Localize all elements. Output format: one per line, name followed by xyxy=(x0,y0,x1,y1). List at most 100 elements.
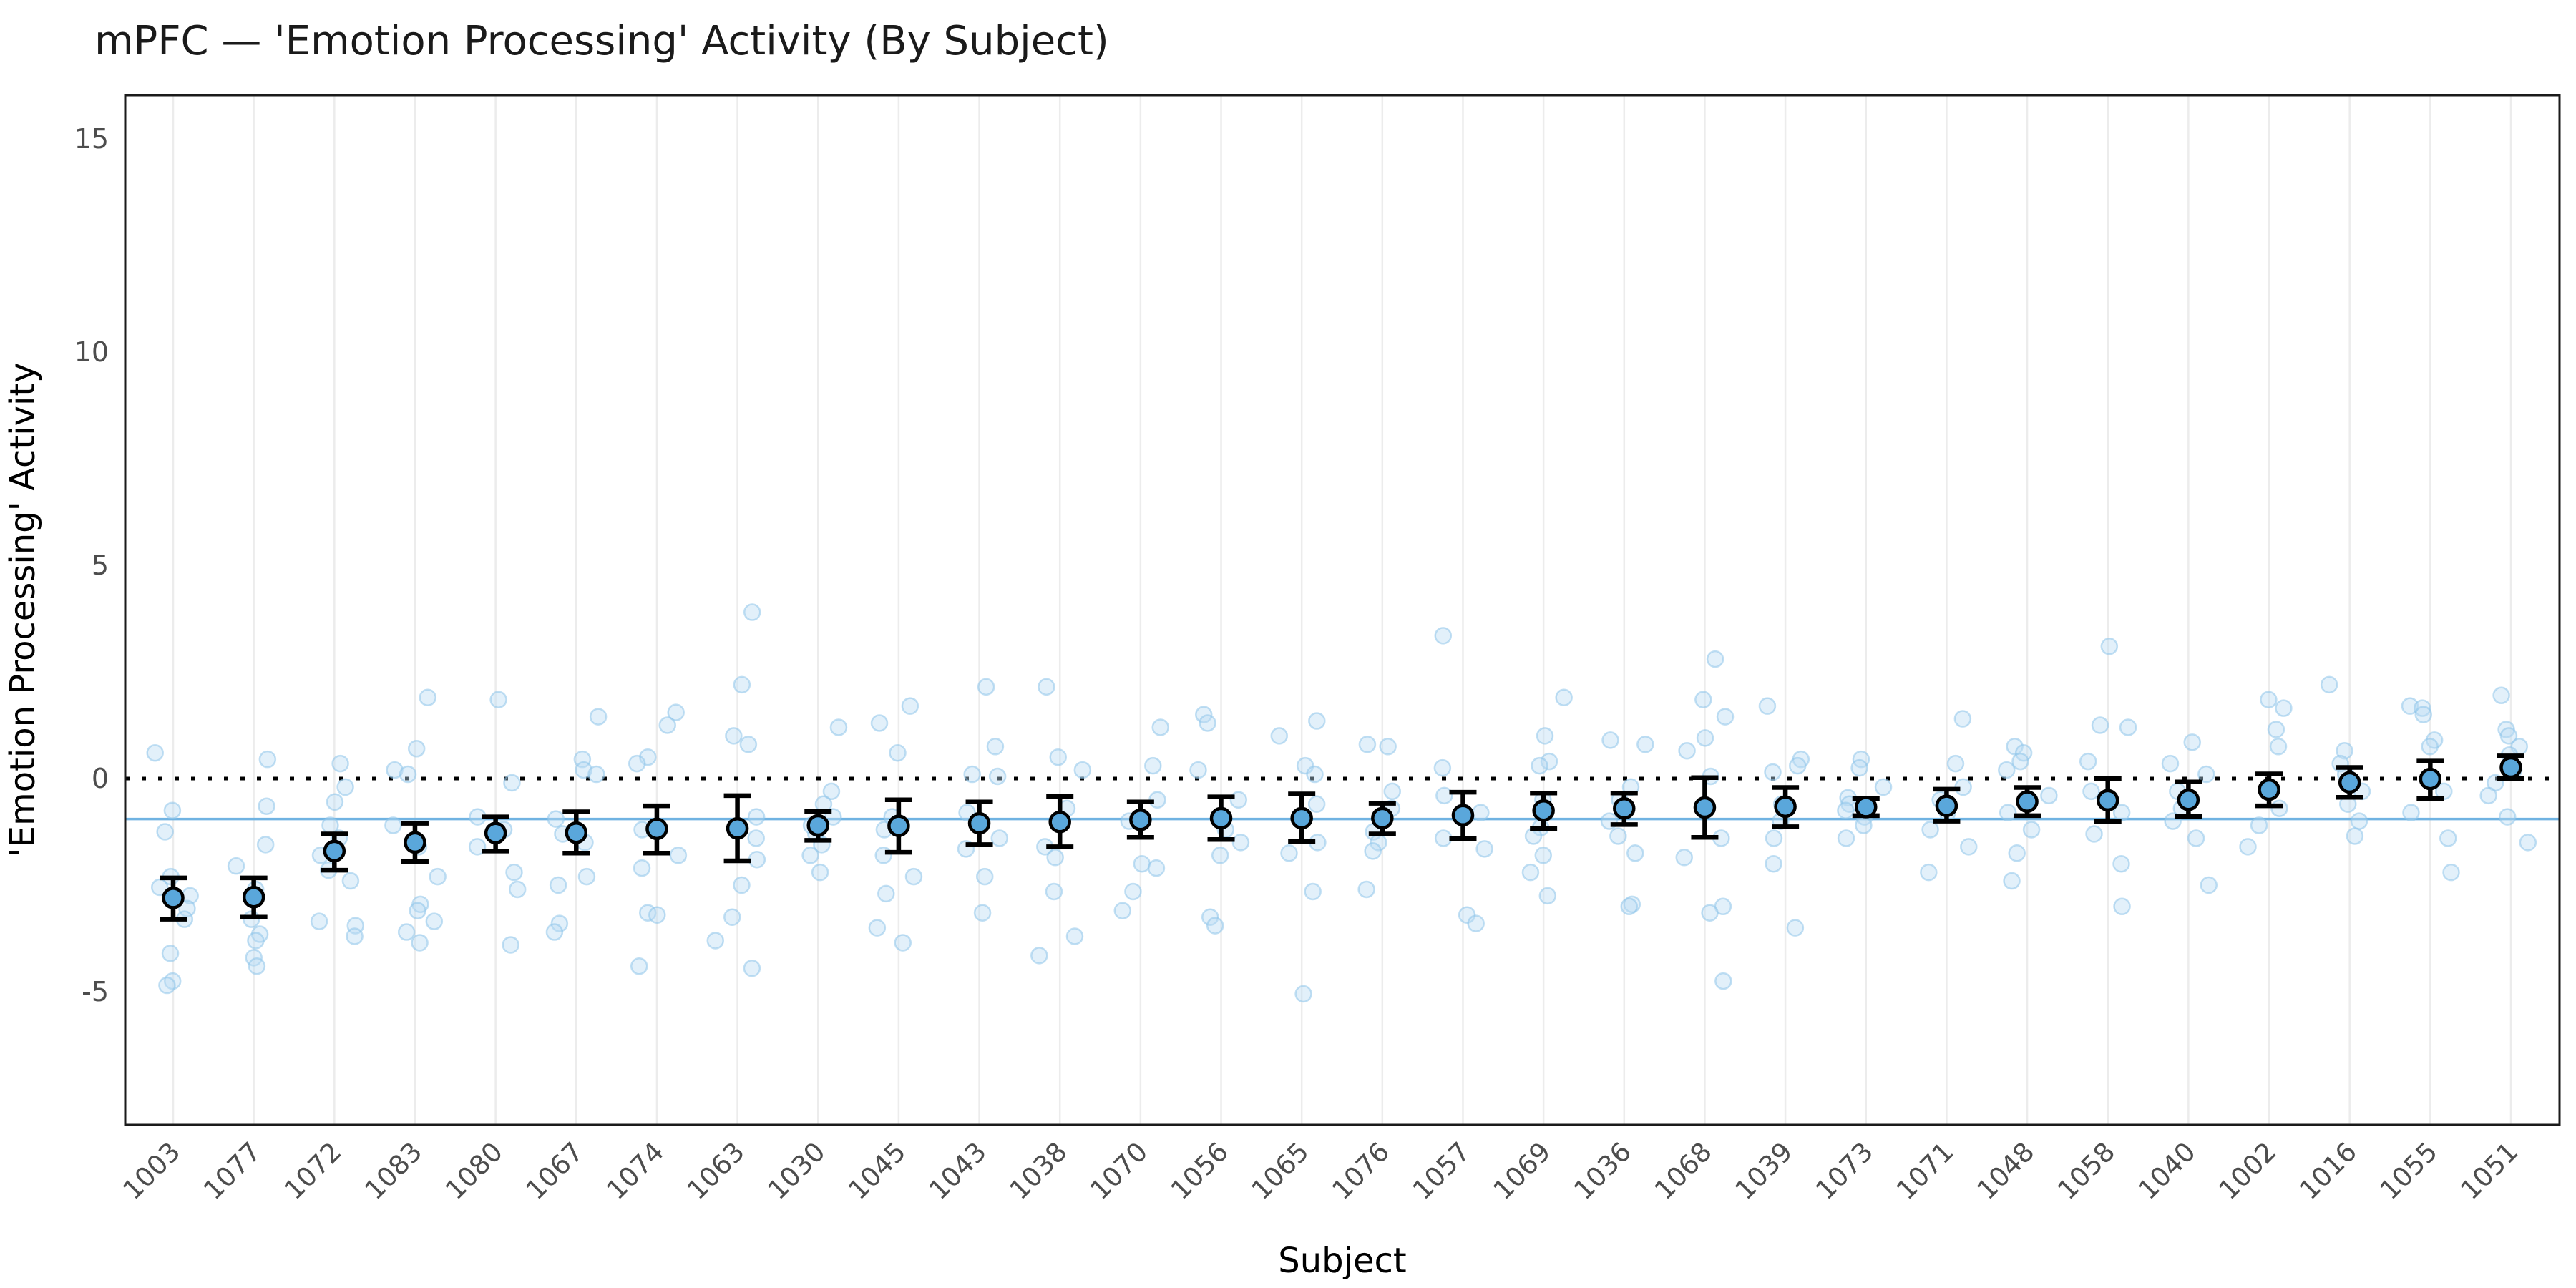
raw-trial-point xyxy=(2336,742,2353,760)
raw-trial-point xyxy=(1065,927,1084,945)
subject-mean-group xyxy=(1126,799,1154,840)
y-tick-label: 0 xyxy=(92,763,109,794)
y-axis-title: 'Emotion Processing' Activity xyxy=(3,362,43,857)
raw-trial-point xyxy=(1536,727,1554,745)
raw-trial-point xyxy=(973,904,992,922)
raw-trial-point xyxy=(2267,721,2285,738)
raw-trial-point xyxy=(725,727,743,745)
raw-trial-point xyxy=(425,912,444,930)
subject-mean-group xyxy=(1691,775,1719,840)
subject-mean-group xyxy=(1288,791,1316,844)
raw-trial-point xyxy=(2085,825,2103,843)
raw-trial-point xyxy=(1538,887,1557,905)
raw-trial-point xyxy=(1433,758,1452,777)
raw-trial-point xyxy=(1675,849,1694,867)
raw-trial-point xyxy=(178,899,196,918)
mean-point xyxy=(323,839,346,863)
x-tick-label: 1083 xyxy=(358,1136,428,1206)
raw-trial-point xyxy=(1694,691,1712,708)
raw-trial-point xyxy=(2269,738,2288,756)
mean-point xyxy=(726,816,749,840)
subject-mean-group xyxy=(482,814,509,854)
raw-trial-point xyxy=(1189,761,1207,779)
raw-trial-point xyxy=(346,927,364,945)
raw-trial-point xyxy=(2414,706,2432,723)
raw-trial-point xyxy=(1151,718,1170,736)
subject-mean-group xyxy=(1207,794,1235,842)
x-tick-label: 1063 xyxy=(681,1136,751,1206)
panel-border xyxy=(124,94,2561,1126)
subject-mean-group xyxy=(240,875,268,919)
raw-trial-point xyxy=(1855,816,1873,834)
raw-trial-point xyxy=(587,765,605,784)
raw-trial-point xyxy=(227,857,245,875)
mean-point xyxy=(1774,795,1797,819)
raw-trial-point xyxy=(874,847,892,864)
raw-trial-point xyxy=(2270,799,2288,817)
raw-trial-point xyxy=(1206,917,1224,935)
raw-trial-point xyxy=(1133,854,1151,873)
subject-mean-group xyxy=(1449,789,1477,841)
raw-trial-point xyxy=(723,908,741,926)
subject-mean-group xyxy=(321,831,348,873)
raw-trial-point xyxy=(2008,844,2026,862)
x-tick-label: 1058 xyxy=(2051,1136,2121,1206)
raw-trial-point xyxy=(2022,821,2041,839)
x-tick-label: 1074 xyxy=(600,1136,670,1206)
y-tick-label: -5 xyxy=(82,976,109,1008)
raw-trial-point xyxy=(1998,761,2016,779)
x-tick-label: 1002 xyxy=(2212,1136,2282,1206)
raw-trial-point xyxy=(2492,686,2510,705)
raw-trial-point xyxy=(901,697,919,715)
raw-trial-point xyxy=(977,678,995,696)
raw-trial-point xyxy=(489,691,507,708)
raw-trial-point xyxy=(429,867,447,886)
raw-trial-point xyxy=(2320,675,2338,694)
mean-point xyxy=(967,811,991,835)
raw-trial-point xyxy=(1049,748,1067,766)
x-tick-label: 1072 xyxy=(278,1136,348,1206)
raw-trial-point xyxy=(1201,908,1219,926)
raw-trial-point xyxy=(630,957,648,975)
raw-trial-point xyxy=(502,936,519,954)
raw-trial-point xyxy=(1531,756,1548,775)
raw-trial-point xyxy=(1874,778,1893,796)
x-tick-label: 1077 xyxy=(197,1136,267,1206)
subject-mean-group xyxy=(1852,796,1880,819)
raw-trial-point xyxy=(2414,699,2431,717)
x-tick-label: 1030 xyxy=(762,1136,831,1206)
raw-trial-point xyxy=(1920,863,1938,882)
raw-trial-point xyxy=(2402,804,2420,821)
raw-trial-point xyxy=(549,876,567,894)
y-tick-label: 15 xyxy=(74,123,109,155)
mean-point xyxy=(887,814,910,837)
chart-title: mPFC — 'Emotion Processing' Activity (By… xyxy=(94,18,1109,64)
raw-trial-point xyxy=(667,703,685,721)
subject-mean-group xyxy=(1610,791,1638,827)
raw-trial-point xyxy=(2250,816,2268,834)
raw-trial-point xyxy=(1960,838,1978,856)
raw-trial-point xyxy=(743,959,761,977)
subject-mean-group xyxy=(2175,779,2202,819)
x-tick-label: 1065 xyxy=(1246,1136,1315,1206)
raw-trial-point xyxy=(1601,731,1619,749)
raw-trial-point xyxy=(1383,782,1402,801)
raw-trial-point xyxy=(1701,904,1719,922)
mean-point xyxy=(1451,804,1475,827)
x-axis-title: Subject xyxy=(1278,1241,1406,1281)
mean-point xyxy=(2499,756,2522,779)
raw-trial-point xyxy=(1358,736,1377,753)
subject-mean-group xyxy=(1772,785,1800,829)
mean-point xyxy=(1129,809,1152,831)
raw-trial-point xyxy=(747,808,766,826)
mean-point xyxy=(1290,806,1313,830)
raw-trial-point xyxy=(248,957,266,975)
subject-mean-group xyxy=(562,809,590,856)
raw-trial-point xyxy=(2499,727,2518,745)
raw-trial-point xyxy=(503,774,521,792)
raw-trial-point xyxy=(739,736,758,753)
raw-trial-point xyxy=(1540,752,1558,771)
subject-mean-group xyxy=(804,809,832,843)
raw-trial-point xyxy=(1626,844,1644,862)
raw-trial-point xyxy=(1231,834,1250,852)
